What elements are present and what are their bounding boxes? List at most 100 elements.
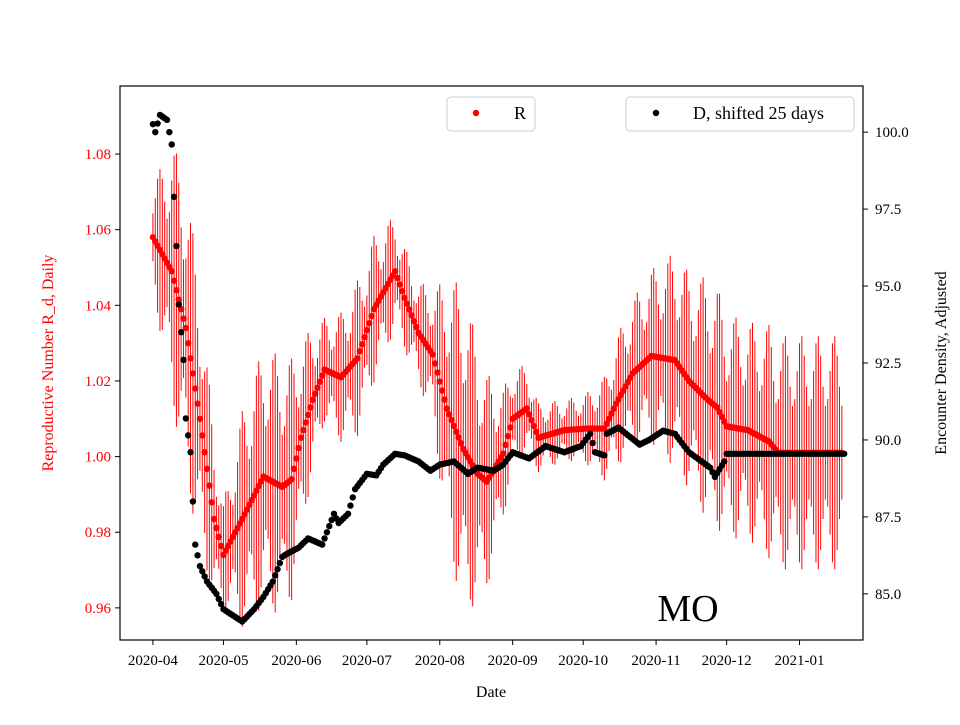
y-right-tick-label: 100.0 <box>875 125 909 141</box>
r-point <box>288 476 295 483</box>
y-right-tick-label: 85.0 <box>875 587 901 603</box>
r-point <box>500 450 507 457</box>
r-point <box>721 418 728 425</box>
d-point <box>189 498 197 505</box>
x-tick-label: 2021-01 <box>775 653 825 669</box>
r-point <box>206 482 213 489</box>
r-point <box>189 370 197 377</box>
d-point <box>194 552 201 559</box>
r-point <box>443 405 451 412</box>
d-point <box>840 450 848 457</box>
d-point <box>349 494 356 501</box>
y-axis-left-label: Reproductive Number R_d, Daily <box>40 255 57 472</box>
r-point <box>180 315 187 322</box>
r-point <box>601 425 608 432</box>
r-point <box>215 533 222 541</box>
r-point <box>718 413 726 421</box>
r-point <box>408 312 415 319</box>
r-point <box>196 415 204 422</box>
r-point <box>173 287 180 294</box>
d-point <box>152 128 159 136</box>
r-point <box>453 428 460 435</box>
d-point <box>323 529 331 536</box>
r-point <box>523 405 530 412</box>
x-tick-label: 2020-09 <box>488 653 538 669</box>
r-point <box>201 448 208 456</box>
d-point <box>154 120 161 127</box>
r-point <box>502 441 509 449</box>
r-point <box>603 420 610 427</box>
r-point <box>608 410 615 417</box>
r-point <box>507 424 514 431</box>
r-point <box>300 426 307 434</box>
x-tick-label: 2020-04 <box>128 653 178 669</box>
r-point <box>199 432 206 439</box>
r-point <box>356 348 364 355</box>
r-point <box>295 444 302 452</box>
r-point <box>208 499 215 506</box>
d-point <box>213 590 220 598</box>
d-point <box>217 600 225 608</box>
r-point <box>398 287 406 295</box>
d-point <box>192 541 199 548</box>
legend-r-label: R <box>514 103 526 123</box>
r-point <box>175 296 182 303</box>
r-point <box>319 372 326 379</box>
r-point <box>368 312 375 320</box>
r-point <box>525 411 533 418</box>
r-point <box>610 405 617 412</box>
r-point <box>187 355 194 362</box>
d-point <box>319 541 326 548</box>
d-point <box>215 595 222 603</box>
r-point <box>290 465 298 473</box>
legend-d-box <box>625 96 855 132</box>
x-tick-label: 2020-05 <box>198 653 248 669</box>
x-tick-label: 2020-12 <box>702 653 752 669</box>
d-point <box>326 522 333 530</box>
x-axis-label: Date <box>476 684 506 701</box>
d-point <box>274 566 281 573</box>
r-point <box>396 281 404 288</box>
legend-r-box <box>446 96 536 132</box>
r-point <box>413 323 420 331</box>
d-point <box>196 562 204 570</box>
y-axis-left: 0.96 0.98 1.00 1.02 1.04 1.06 1.08 <box>85 147 120 617</box>
d-point <box>177 329 185 336</box>
y-left-tick-label: 0.98 <box>85 525 111 541</box>
r-point <box>213 524 220 532</box>
y-left-tick-label: 1.06 <box>85 223 112 239</box>
y-right-tick-label: 95.0 <box>875 279 901 295</box>
d-point <box>199 568 206 575</box>
r-point <box>438 387 446 394</box>
r-point <box>366 319 373 327</box>
d-point <box>170 193 178 200</box>
d-point <box>163 116 171 124</box>
d-point <box>184 432 192 439</box>
r-point <box>530 422 538 430</box>
r-point <box>410 318 418 325</box>
y-right-tick-label: 92.5 <box>875 356 901 372</box>
legend-d-marker <box>652 109 660 117</box>
r-point <box>455 434 462 441</box>
r-point <box>314 384 321 391</box>
r-point <box>203 465 211 473</box>
r-point <box>309 396 317 404</box>
d-point <box>347 502 354 509</box>
d-point <box>187 449 194 456</box>
r-point <box>401 294 408 301</box>
r-point <box>307 404 314 411</box>
y-axis-right-label: Encounter Density, Adjusted <box>933 271 950 454</box>
r-point <box>210 515 218 523</box>
r-point <box>716 408 723 416</box>
d-point <box>175 301 182 308</box>
r-point <box>429 351 436 358</box>
r-point <box>403 300 411 307</box>
r-point <box>391 268 399 275</box>
r-point <box>304 411 312 419</box>
r-point <box>504 432 512 440</box>
state-annotation: MO <box>657 588 718 630</box>
legend-r-marker <box>472 109 480 117</box>
r-point <box>406 306 413 313</box>
r-point <box>528 417 535 424</box>
